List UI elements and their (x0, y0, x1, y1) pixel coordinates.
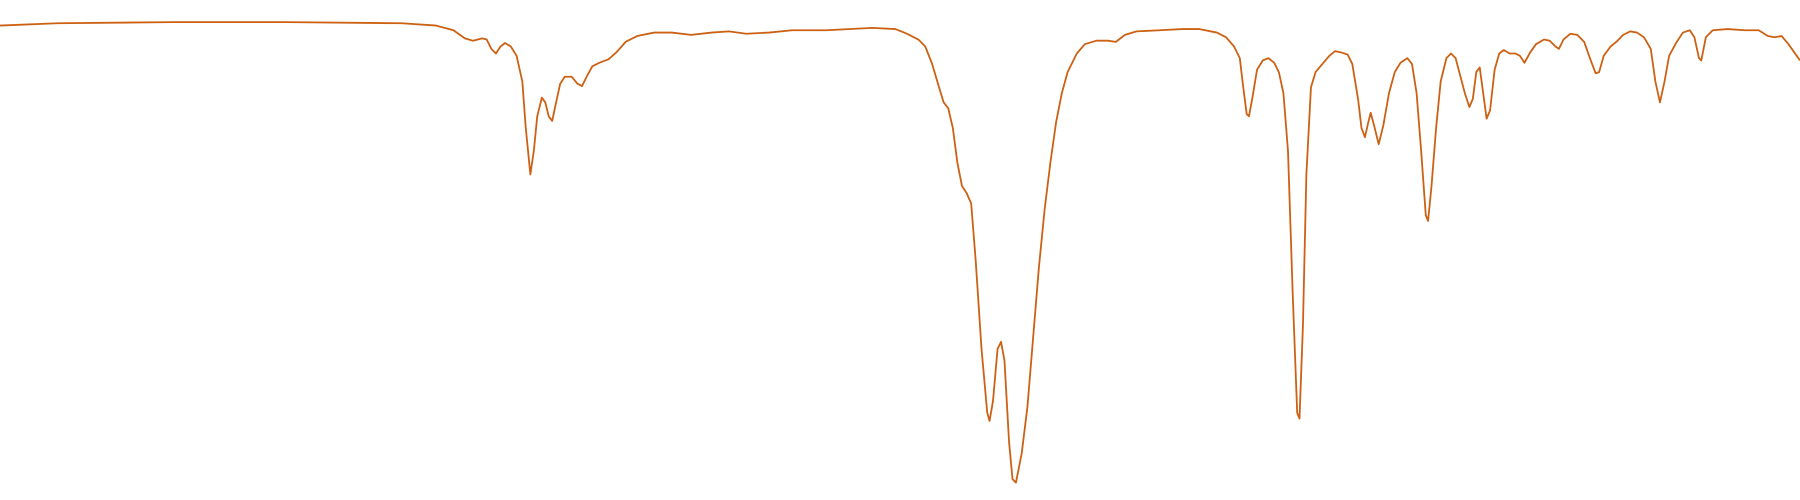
spectrum-line (0, 21, 1800, 484)
